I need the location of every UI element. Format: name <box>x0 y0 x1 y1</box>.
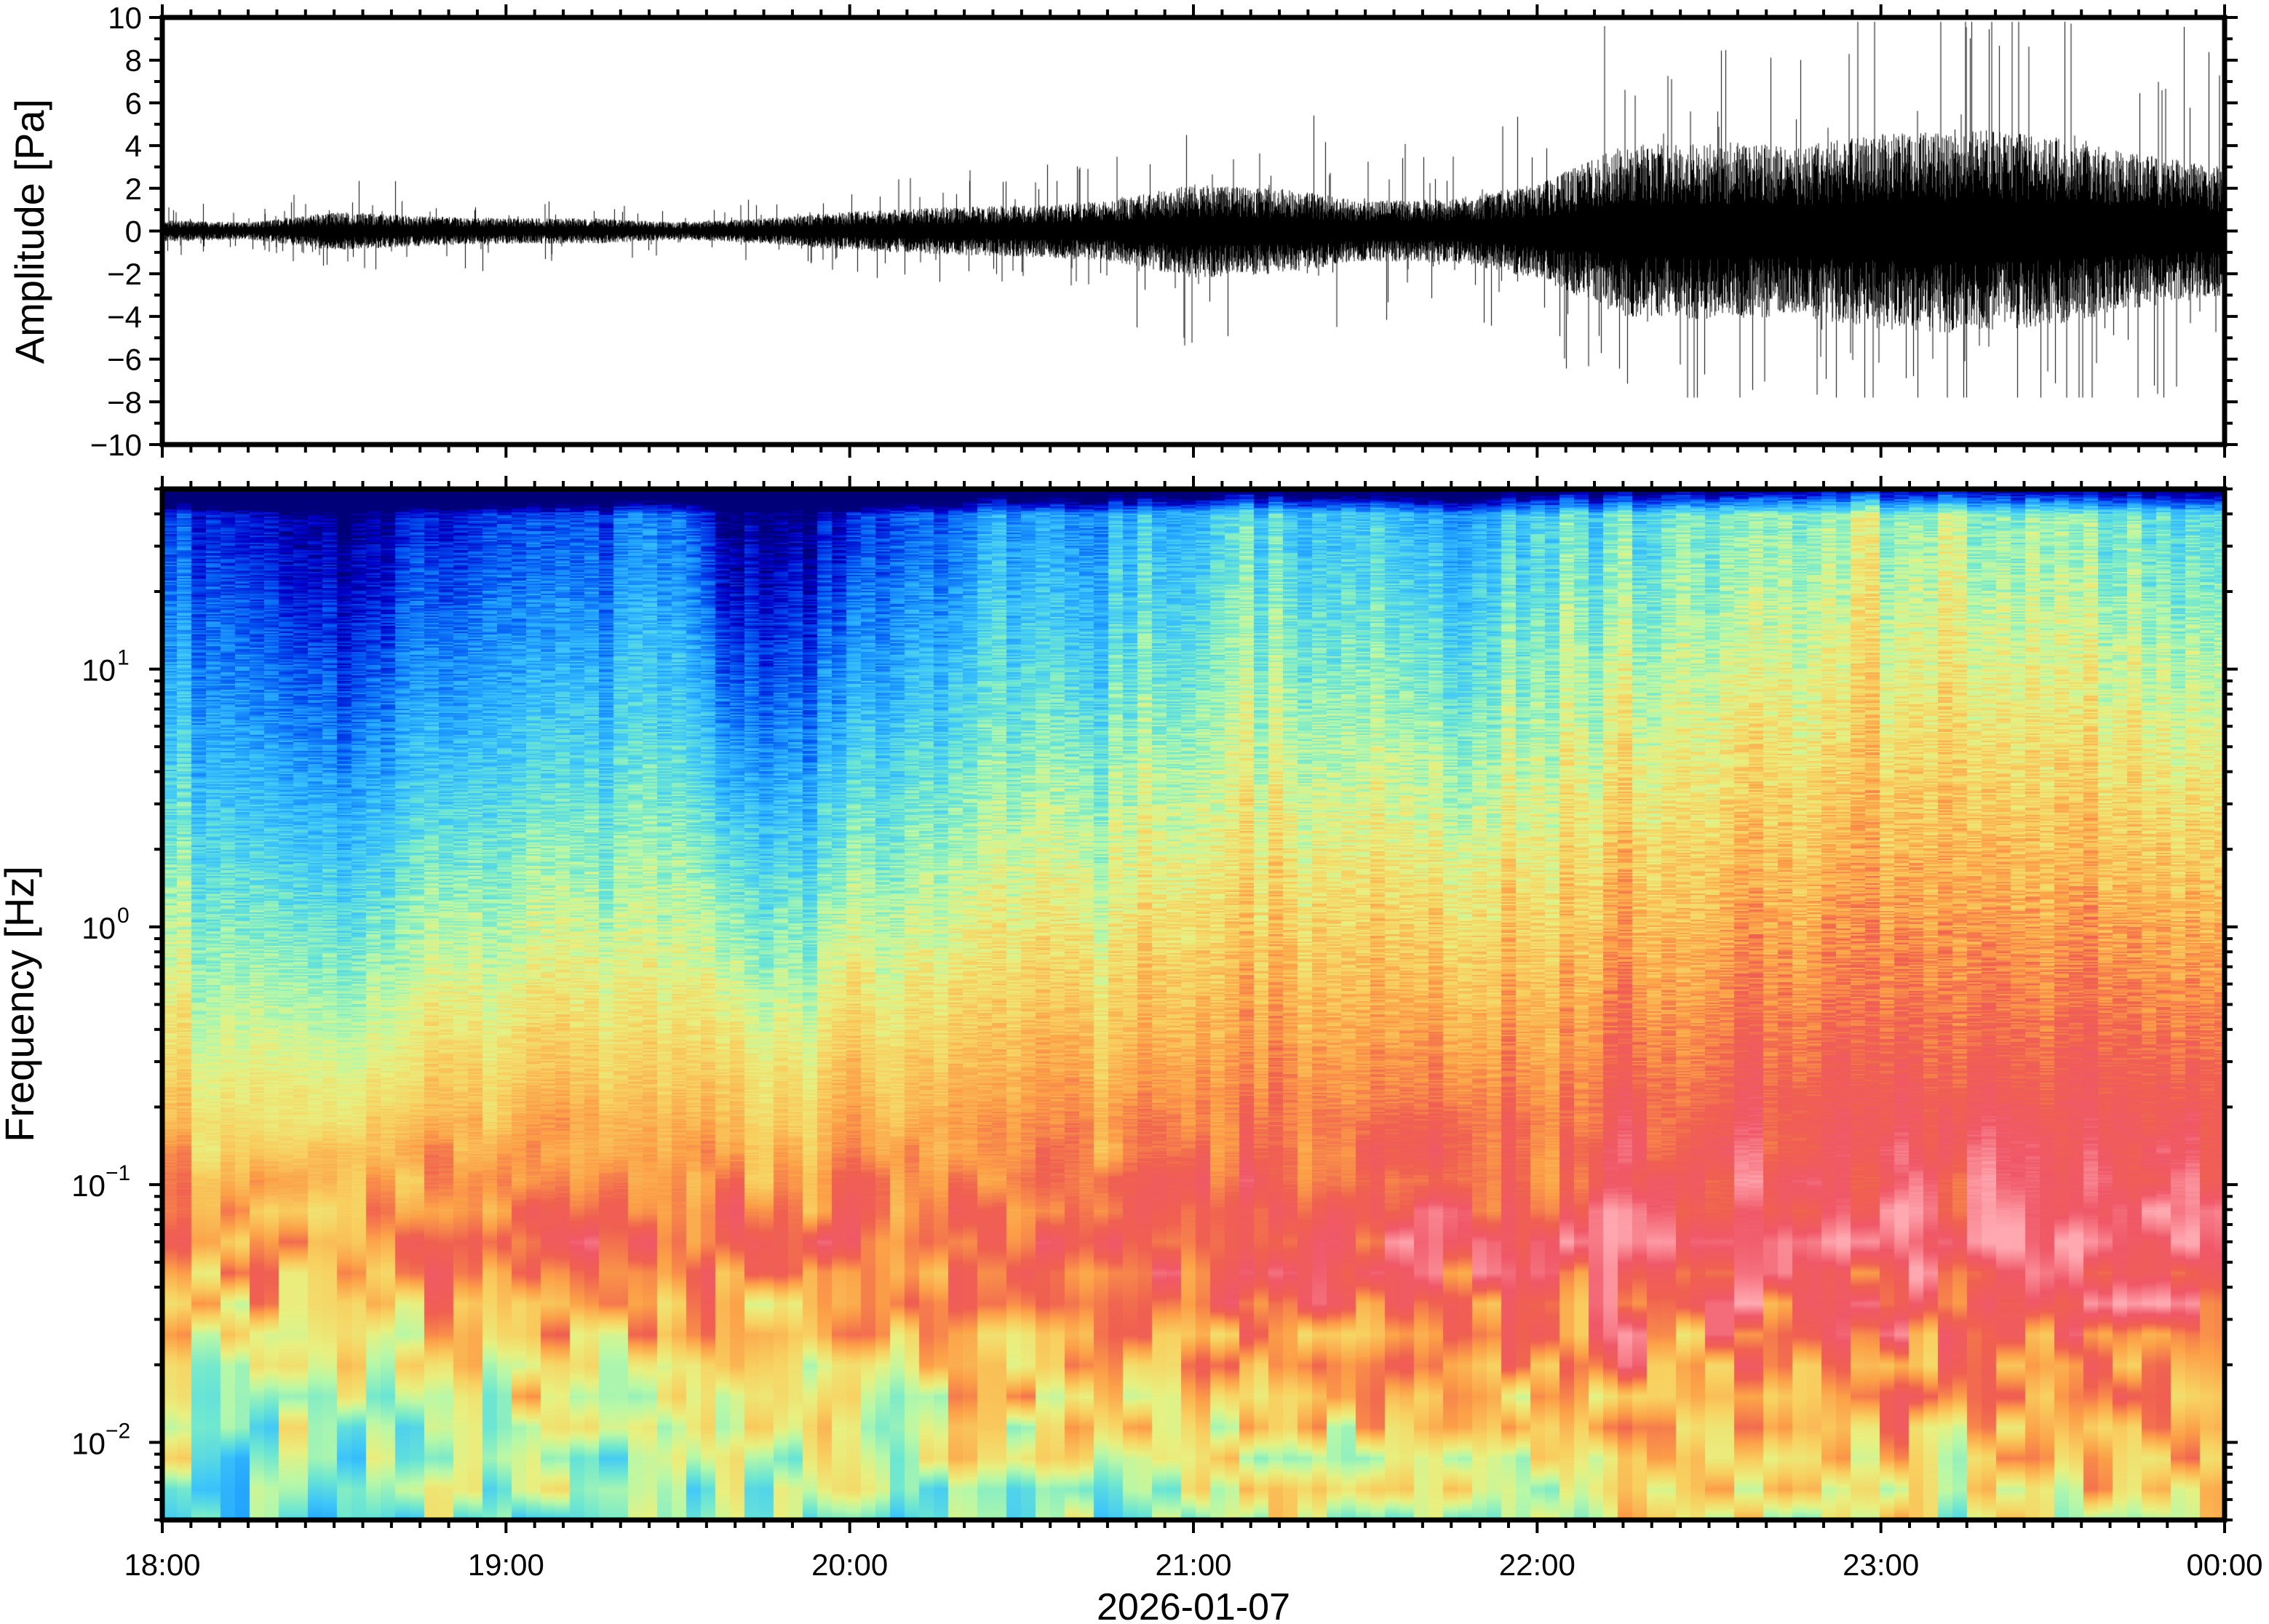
amplitude-tick-label: −10 <box>90 428 142 462</box>
amplitude-tick-label: 10 <box>108 1 142 35</box>
amplitude-tick-label: 8 <box>125 44 142 78</box>
spectrogram-image <box>162 489 2225 1520</box>
frequency-tick-label: 10 <box>71 1426 106 1460</box>
x-tick-label: 23:00 <box>1843 1548 1919 1582</box>
x-tick-label: 00:00 <box>2186 1548 2262 1582</box>
amplitude-tick-label: 2 <box>125 172 142 206</box>
x-tick-label: 22:00 <box>1499 1548 1575 1582</box>
frequency-tick-label: 10 <box>82 653 116 688</box>
frequency-tick-exponent: 0 <box>117 904 130 928</box>
x-tick-label: 21:00 <box>1155 1548 1231 1582</box>
amplitude-tick-label: −6 <box>107 343 142 377</box>
frequency-tick-exponent: 1 <box>117 646 130 670</box>
waveform-trace <box>162 17 2225 445</box>
frequency-tick-base: 10 <box>82 911 116 945</box>
x-tick-label: 18:00 <box>124 1548 200 1582</box>
amplitude-axis-title: Amplitude [Pa] <box>7 99 52 364</box>
amplitude-tick-label: 4 <box>125 129 142 163</box>
x-tick-label: 19:00 <box>468 1548 544 1582</box>
amplitude-tick-label: −8 <box>107 385 142 419</box>
frequency-tick-base: 10 <box>71 1426 106 1460</box>
amplitude-tick-label: −4 <box>107 300 142 334</box>
x-tick-label: 20:00 <box>811 1548 888 1582</box>
date-axis-label: 2026-01-07 <box>1097 1586 1290 1624</box>
frequency-axis-title: Frequency [Hz] <box>0 866 42 1142</box>
amplitude-tick-label: −2 <box>107 257 142 291</box>
waveform-frame <box>159 15 2228 447</box>
amplitude-tick-label: 6 <box>125 86 142 120</box>
amplitude-tick-label: 0 <box>125 215 142 249</box>
frequency-tick-exponent: −2 <box>106 1419 130 1443</box>
frequency-tick-base: 10 <box>82 653 116 688</box>
spectrogram-frame <box>159 486 2228 1523</box>
frequency-tick-label: 10 <box>82 911 116 945</box>
frequency-tick-exponent: −1 <box>106 1161 130 1185</box>
frequency-tick-label: 10 <box>71 1169 106 1203</box>
frequency-tick-base: 10 <box>71 1169 106 1203</box>
